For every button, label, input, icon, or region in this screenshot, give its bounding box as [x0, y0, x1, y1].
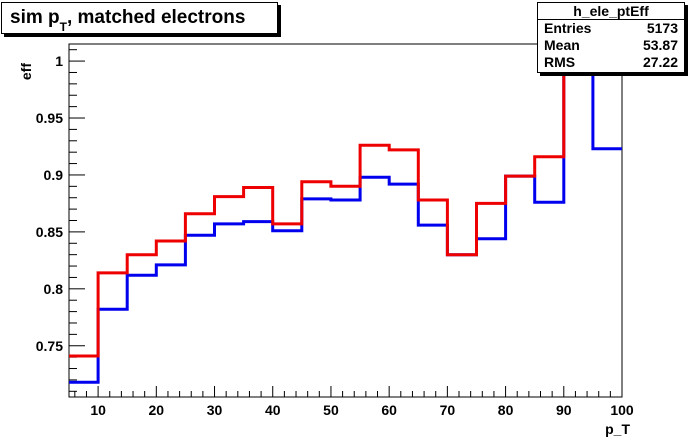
chart-title-box: sim pT, matched electrons — [1, 2, 278, 34]
y-tick-label: 0.8 — [44, 281, 64, 297]
chart-title: sim pT, matched electrons — [10, 7, 246, 34]
x-tick-label: 30 — [207, 402, 223, 418]
stats-row-entries: Entries 5173 — [538, 20, 684, 37]
x-axis: 10 20 30 40 50 60 70 80 90 100 — [74, 386, 634, 418]
x-tick-label: 10 — [90, 402, 106, 418]
y-axis: 0.75 0.8 0.85 0.9 0.95 1 — [36, 49, 85, 392]
x-tick-label: 50 — [323, 402, 339, 418]
series-line-2 — [69, 59, 622, 358]
stats-row-rms: RMS 27.22 — [538, 54, 684, 71]
y-tick-label: 0.85 — [36, 224, 63, 240]
title-subscript: T — [59, 19, 67, 34]
x-tick-label: 40 — [265, 402, 281, 418]
series-line-1 — [69, 59, 622, 384]
y-tick-label: 0.9 — [44, 167, 64, 183]
stats-row-mean: Mean 53.87 — [538, 37, 684, 54]
x-axis-label: p_T — [605, 421, 630, 437]
stats-label: Mean — [544, 37, 580, 53]
title-suffix: , matched electrons — [66, 7, 246, 28]
stats-value: 53.87 — [642, 37, 678, 53]
plot-frame — [68, 43, 623, 398]
x-tick-label: 70 — [440, 402, 456, 418]
y-axis-label: eff — [18, 63, 34, 80]
y-tick-label: 1 — [55, 53, 63, 69]
stats-label: RMS — [544, 54, 576, 70]
x-tick-label: 100 — [610, 402, 634, 418]
stats-box: h_ele_ptEff Entries 5173 Mean 53.87 RMS … — [537, 2, 685, 73]
stats-histogram-name: h_ele_ptEff — [538, 3, 684, 20]
stats-value: 27.22 — [642, 54, 678, 70]
x-tick-label: 60 — [381, 402, 397, 418]
series-layer — [69, 59, 622, 384]
y-tick-label: 0.75 — [36, 338, 63, 354]
y-tick-label: 0.95 — [36, 110, 63, 126]
x-tick-label: 20 — [149, 402, 165, 418]
x-tick-label: 90 — [556, 402, 572, 418]
stats-label: Entries — [544, 20, 592, 36]
stats-value: 5173 — [646, 20, 678, 36]
title-prefix: sim p — [10, 7, 60, 28]
x-tick-label: 80 — [498, 402, 514, 418]
